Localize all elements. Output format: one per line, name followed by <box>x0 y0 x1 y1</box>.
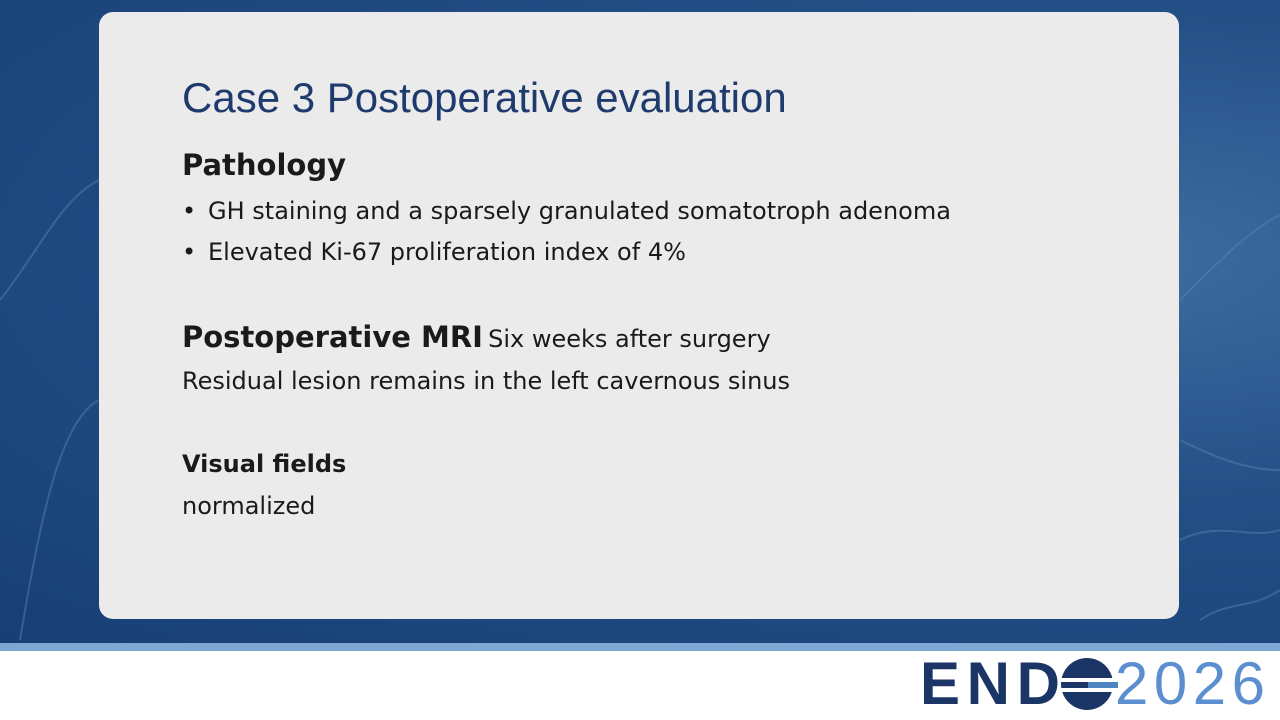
section-heading: Pathology <box>182 148 347 182</box>
logo-globe <box>1061 658 1118 710</box>
section-heading: Postoperative MRI <box>182 320 483 354</box>
bullet-item: Elevated Ki-67 proliferation index of 4% <box>182 238 686 266</box>
bullet-item: GH staining and a sparsely granulated so… <box>182 197 951 225</box>
logo-brand: END <box>920 652 1060 716</box>
logo: END 2026 <box>920 652 1265 716</box>
section-note: Six weeks after surgery <box>488 325 771 353</box>
section-heading: Visual fields <box>182 450 347 478</box>
divider-stripe <box>0 643 1280 651</box>
content-card <box>99 12 1179 619</box>
background-decoration <box>0 179 1280 641</box>
logo-year: 2026 <box>1115 652 1265 716</box>
section-text: normalized <box>182 492 316 520</box>
section-line: Postoperative MRI Six weeks after surger… <box>182 320 771 354</box>
slide-title: Case 3 Postoperative evaluation <box>182 74 787 121</box>
section-text: Residual lesion remains in the left cave… <box>182 367 790 395</box>
